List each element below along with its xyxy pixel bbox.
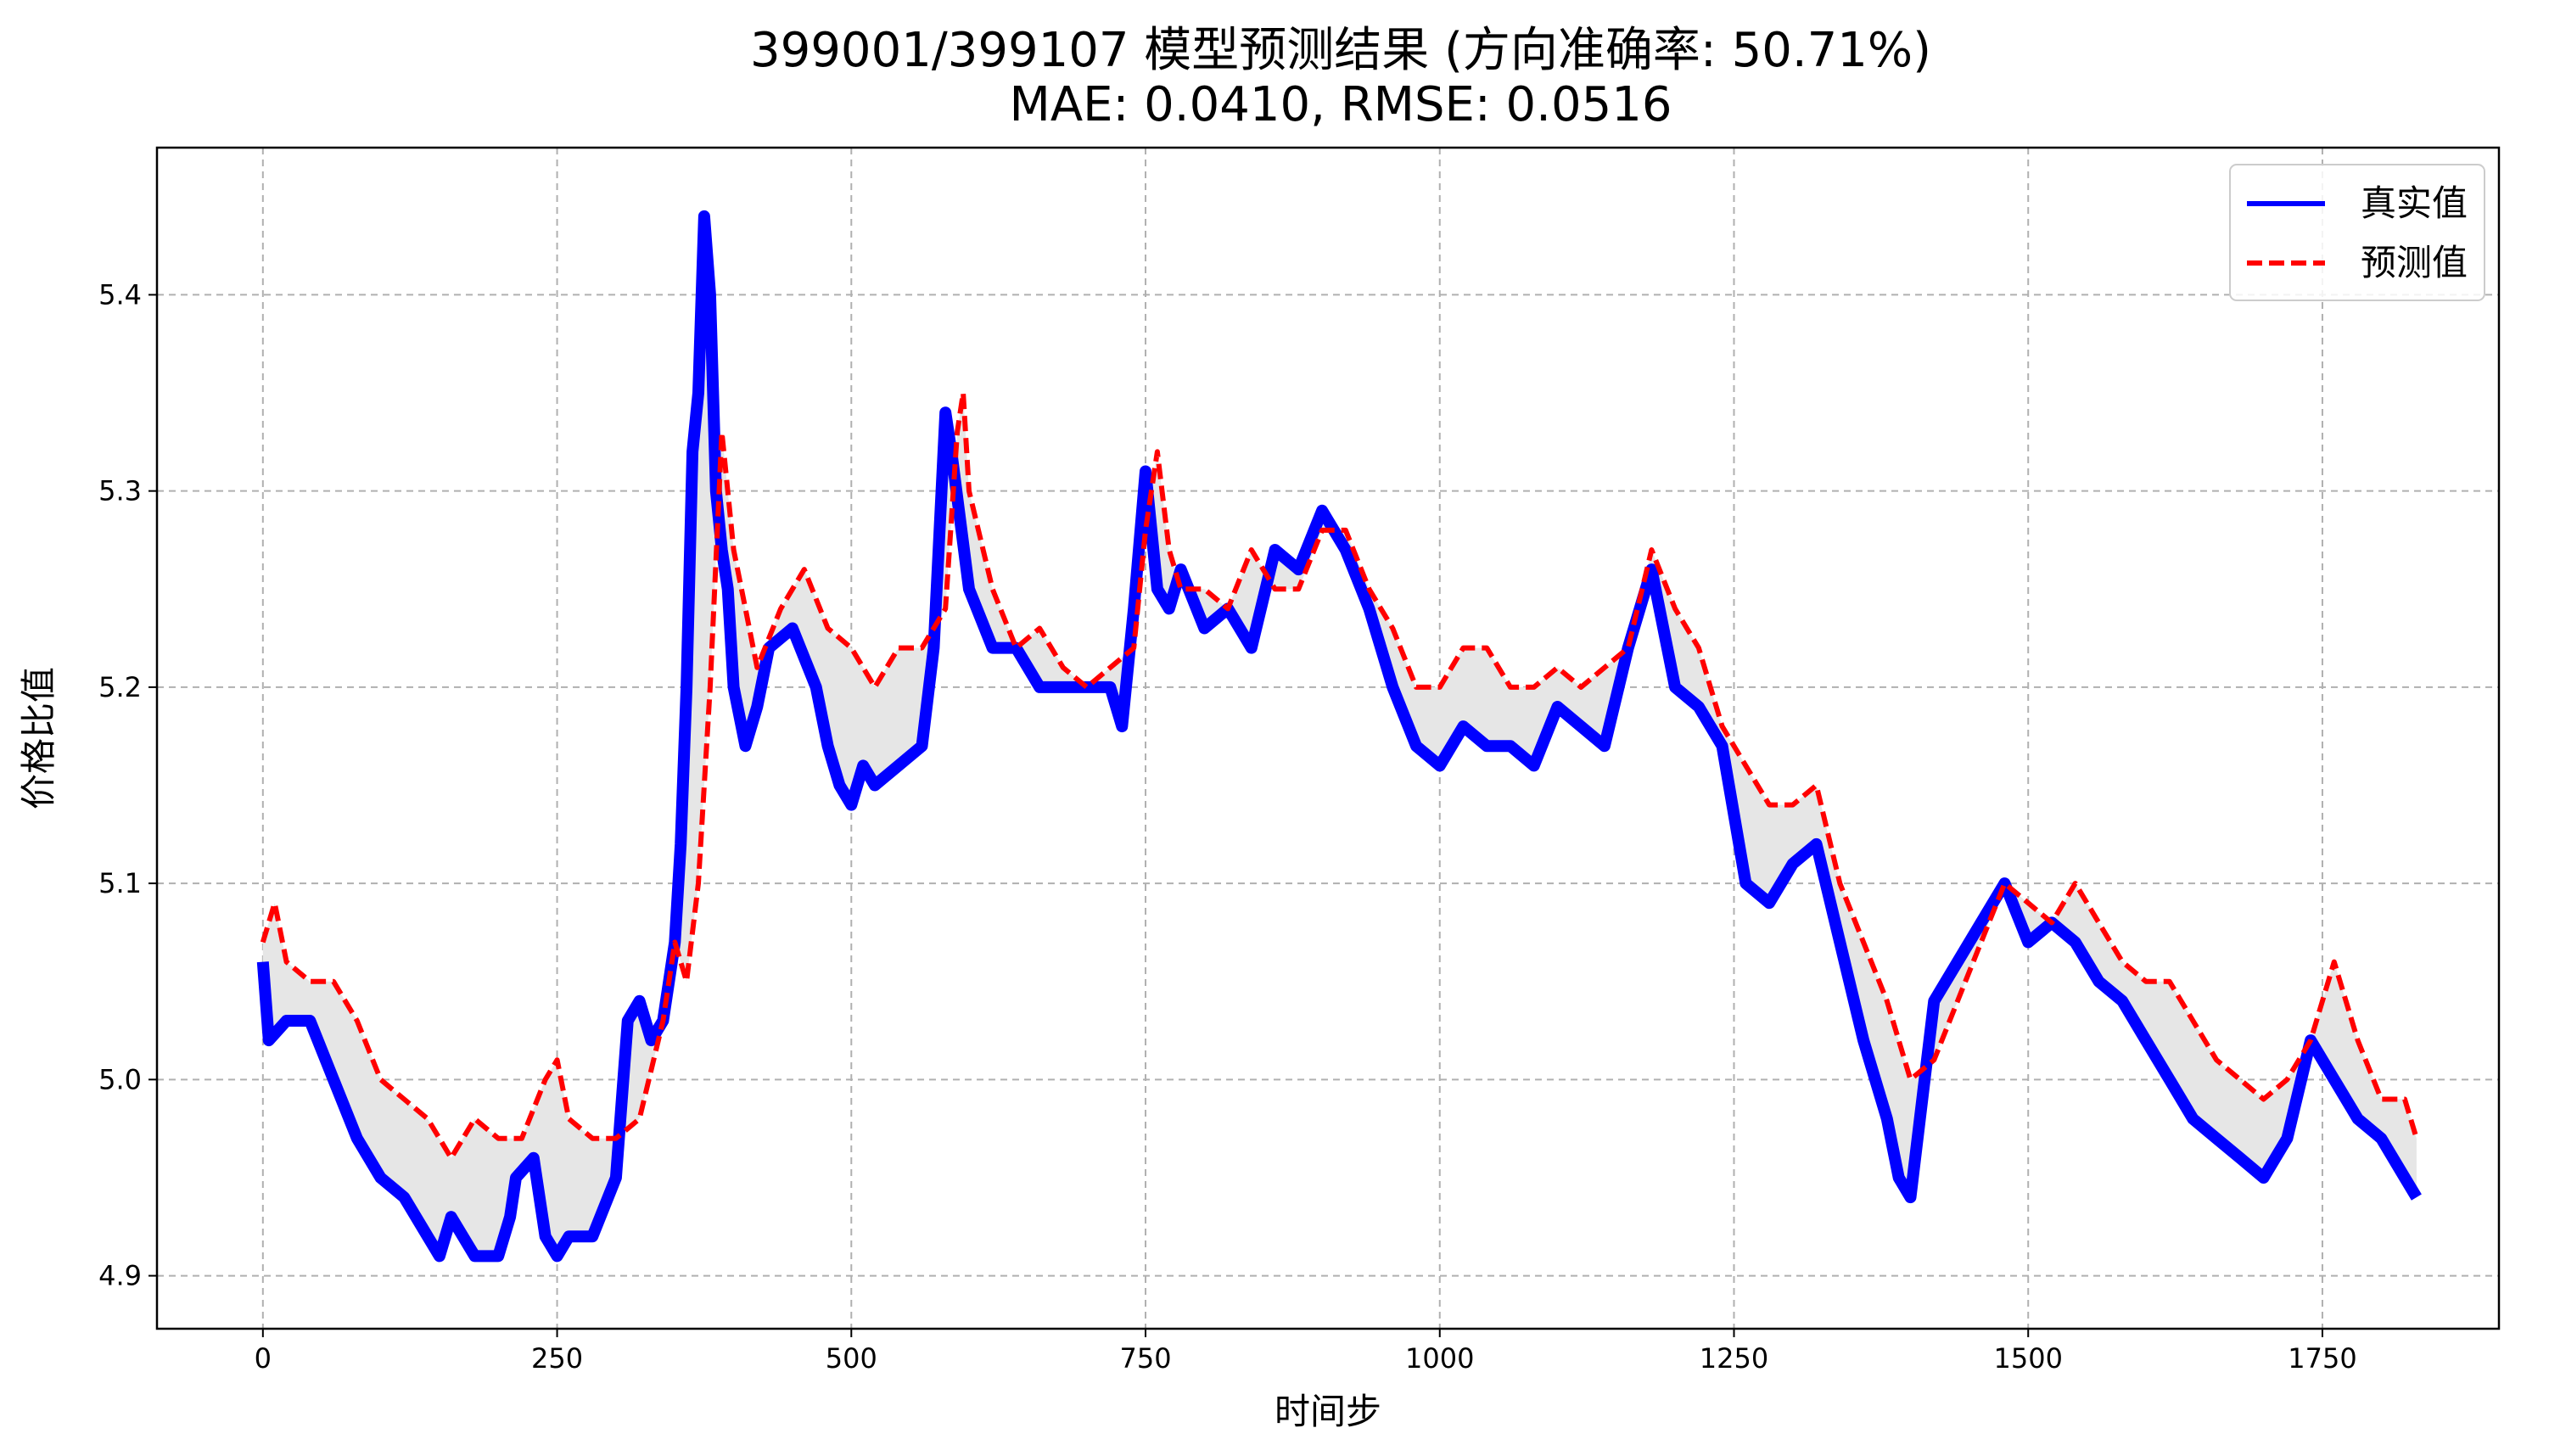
x-tick-label-3: 750 [1119, 1342, 1171, 1375]
x-axis: 0 250 500 750 1000 1250 1500 1750 [255, 1329, 2357, 1375]
y-tick-label-0: 4.9 [98, 1260, 142, 1292]
x-tick-label-5: 1250 [1700, 1342, 1768, 1375]
x-tick-label-0: 0 [255, 1342, 272, 1375]
fill-between-area [262, 216, 2417, 1257]
chart-title: 399001/399107 模型预测结果 (方向准确率: 50.71%) [750, 23, 1931, 78]
y-axis-label: 价格比值 [18, 667, 59, 809]
y-tick-label-2: 5.1 [98, 867, 142, 899]
x-tick-label-2: 500 [826, 1342, 877, 1375]
legend: 真实值 预测值 [2229, 164, 2485, 301]
y-axis: 4.9 5.0 5.1 5.2 5.3 5.4 [98, 278, 157, 1292]
x-tick-label-6: 1500 [1994, 1342, 2063, 1375]
legend-box [2229, 164, 2485, 301]
series-line-1 [260, 390, 2419, 1161]
x-tick-label-1: 250 [531, 1342, 583, 1375]
legend-label-series-0: 真实值 [2361, 182, 2468, 224]
y-tick-label-1: 5.0 [98, 1063, 142, 1095]
plot-frame [155, 146, 2501, 1330]
x-axis-label: 时间步 [1274, 1391, 1381, 1432]
series-line-0 [256, 210, 2422, 1263]
grid-layer [157, 148, 2499, 1329]
chart-subtitle: MAE: 0.0410, RMSE: 0.0516 [1010, 77, 1672, 132]
y-tick-label-4: 5.3 [98, 475, 142, 507]
x-tick-label-4: 1000 [1405, 1342, 1474, 1375]
x-tick-label-7: 1750 [2288, 1342, 2356, 1375]
y-tick-label-5: 5.4 [98, 278, 142, 311]
legend-label-series-1: 预测值 [2361, 242, 2468, 283]
series-layer [256, 210, 2422, 1263]
y-tick-label-3: 5.2 [98, 671, 142, 703]
